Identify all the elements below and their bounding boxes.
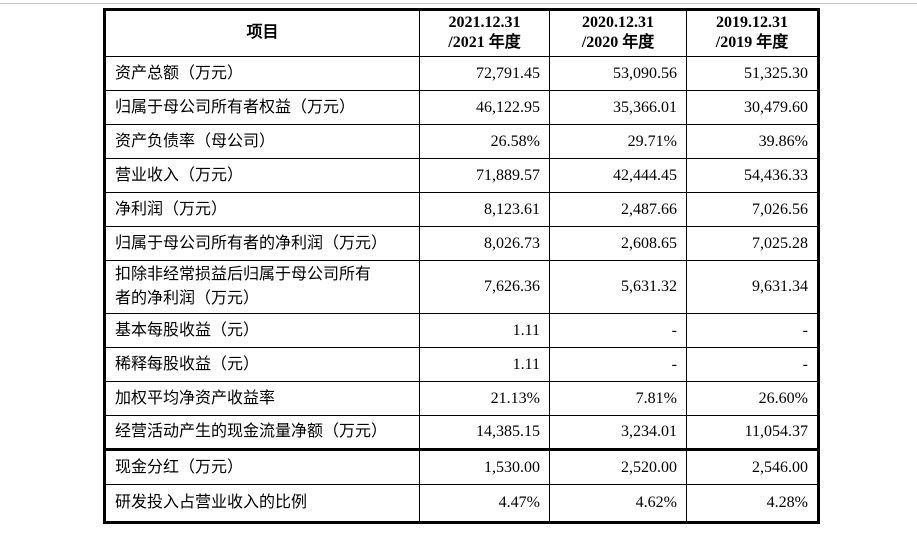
cell-2019: 2,546.00 bbox=[686, 448, 819, 485]
cell-2019: - bbox=[686, 347, 819, 382]
table-row-net-profit: 净利润（万元） 8,123.61 2,487.66 7,026.56 bbox=[104, 192, 819, 227]
col-header-item: 项目 bbox=[104, 9, 420, 57]
cell-2021: 4.47% bbox=[419, 484, 550, 523]
cell-2020: 53,090.56 bbox=[549, 56, 687, 91]
cell-2019: 4.28% bbox=[686, 484, 819, 523]
cell-2021: 26.58% bbox=[419, 124, 550, 159]
cell-2020: - bbox=[549, 347, 687, 382]
table-row-basic-eps: 基本每股收益（元） 1.11 - - bbox=[104, 313, 819, 348]
financial-summary-table: 项目 2021.12.31 /2021 年度 2020.12.31 /2020 … bbox=[103, 8, 820, 524]
cell-2021: 71,889.57 bbox=[419, 158, 550, 193]
row-label: 净利润（万元） bbox=[104, 192, 420, 227]
cell-2019: 11,054.37 bbox=[686, 415, 819, 450]
col-header-2019-date: 2019.12.31 bbox=[716, 14, 788, 31]
cell-2021: 21.13% bbox=[419, 381, 550, 416]
cell-2021: 46,122.95 bbox=[419, 90, 550, 125]
table-row-weighted-roe: 加权平均净资产收益率 21.13% 7.81% 26.60% bbox=[104, 381, 819, 416]
col-header-2019: 2019.12.31 /2019 年度 bbox=[686, 9, 819, 57]
cell-2019: 7,025.28 bbox=[686, 226, 819, 261]
col-header-2019-year: /2019 年度 bbox=[715, 34, 789, 51]
cell-2019: - bbox=[686, 313, 819, 348]
cell-2020: 4.62% bbox=[549, 484, 687, 523]
cell-2020: 3,234.01 bbox=[549, 415, 687, 450]
cell-2019: 39.86% bbox=[686, 124, 819, 159]
cell-2020: 2,487.66 bbox=[549, 192, 687, 227]
cell-2019: 30,479.60 bbox=[686, 90, 819, 125]
row-label: 营业收入（万元） bbox=[104, 158, 420, 193]
col-header-2021-year: /2021 年度 bbox=[448, 34, 521, 51]
cell-2021: 8,123.61 bbox=[419, 192, 550, 227]
table-row-revenue: 营业收入（万元） 71,889.57 42,444.45 54,436.33 bbox=[104, 158, 819, 193]
cell-2021: 7,626.36 bbox=[419, 260, 550, 314]
row-label: 研发投入占营业收入的比例 bbox=[104, 484, 420, 523]
table-row-operating-cash-flow: 经营活动产生的现金流量净额（万元） 14,385.15 3,234.01 11,… bbox=[104, 415, 819, 450]
col-header-2020-year: /2020 年度 bbox=[581, 34, 655, 51]
table-row-debt-ratio: 资产负债率（母公司） 26.58% 29.71% 39.86% bbox=[104, 124, 819, 159]
cell-2020: - bbox=[549, 313, 687, 348]
table-header-row: 项目 2021.12.31 /2021 年度 2020.12.31 /2020 … bbox=[104, 9, 819, 57]
row-label: 扣除非经常损益后归属于母公司所有 者的净利润（万元） bbox=[104, 260, 420, 314]
row-label: 现金分红（万元） bbox=[104, 448, 420, 485]
table-row-rd-ratio: 研发投入占营业收入的比例 4.47% 4.62% 4.28% bbox=[104, 484, 819, 523]
row-label: 资产负债率（母公司） bbox=[104, 124, 420, 159]
page-top-divider bbox=[0, 3, 917, 4]
cell-2020: 7.81% bbox=[549, 381, 687, 416]
cell-2019: 9,631.34 bbox=[686, 260, 819, 314]
cell-2020: 29.71% bbox=[549, 124, 687, 159]
cell-2020: 42,444.45 bbox=[549, 158, 687, 193]
table-row-parent-net-profit: 归属于母公司所有者的净利润（万元） 8,026.73 2,608.65 7,02… bbox=[104, 226, 819, 261]
cell-2021: 8,026.73 bbox=[419, 226, 550, 261]
table-row-total-assets: 资产总额（万元） 72,791.45 53,090.56 51,325.30 bbox=[104, 56, 819, 91]
row-label: 资产总额（万元） bbox=[104, 56, 420, 91]
cell-2021: 1.11 bbox=[419, 347, 550, 382]
col-header-2020: 2020.12.31 /2020 年度 bbox=[549, 9, 687, 57]
col-header-2021-date: 2021.12.31 bbox=[448, 14, 521, 31]
cell-2021: 14,385.15 bbox=[419, 415, 550, 450]
col-header-2020-date: 2020.12.31 bbox=[582, 14, 654, 31]
cell-2021: 72,791.45 bbox=[419, 56, 550, 91]
cell-2020: 5,631.32 bbox=[549, 260, 687, 314]
cell-2019: 54,436.33 bbox=[686, 158, 819, 193]
cell-2019: 26.60% bbox=[686, 381, 819, 416]
table-row-cash-dividend: 现金分红（万元） 1,530.00 2,520.00 2,546.00 bbox=[104, 448, 819, 485]
cell-2020: 2,520.00 bbox=[549, 448, 687, 485]
row-label: 经营活动产生的现金流量净额（万元） bbox=[104, 415, 420, 450]
row-label: 归属于母公司所有者权益（万元） bbox=[104, 90, 420, 125]
cell-2021: 1,530.00 bbox=[419, 448, 550, 485]
cell-2019: 51,325.30 bbox=[686, 56, 819, 91]
cell-2020: 2,608.65 bbox=[549, 226, 687, 261]
row-label: 基本每股收益（元） bbox=[104, 313, 420, 348]
cell-2021: 1.11 bbox=[419, 313, 550, 348]
table-row-parent-equity: 归属于母公司所有者权益（万元） 46,122.95 35,366.01 30,4… bbox=[104, 90, 819, 125]
row-label: 稀释每股收益（元） bbox=[104, 347, 420, 382]
cell-2020: 35,366.01 bbox=[549, 90, 687, 125]
cell-2019: 7,026.56 bbox=[686, 192, 819, 227]
table-row-diluted-eps: 稀释每股收益（元） 1.11 - - bbox=[104, 347, 819, 382]
row-label: 加权平均净资产收益率 bbox=[104, 381, 420, 416]
table-row-deducted-net-profit: 扣除非经常损益后归属于母公司所有 者的净利润（万元） 7,626.36 5,63… bbox=[104, 260, 819, 314]
row-label: 归属于母公司所有者的净利润（万元） bbox=[104, 226, 420, 261]
col-header-2021: 2021.12.31 /2021 年度 bbox=[419, 9, 550, 57]
